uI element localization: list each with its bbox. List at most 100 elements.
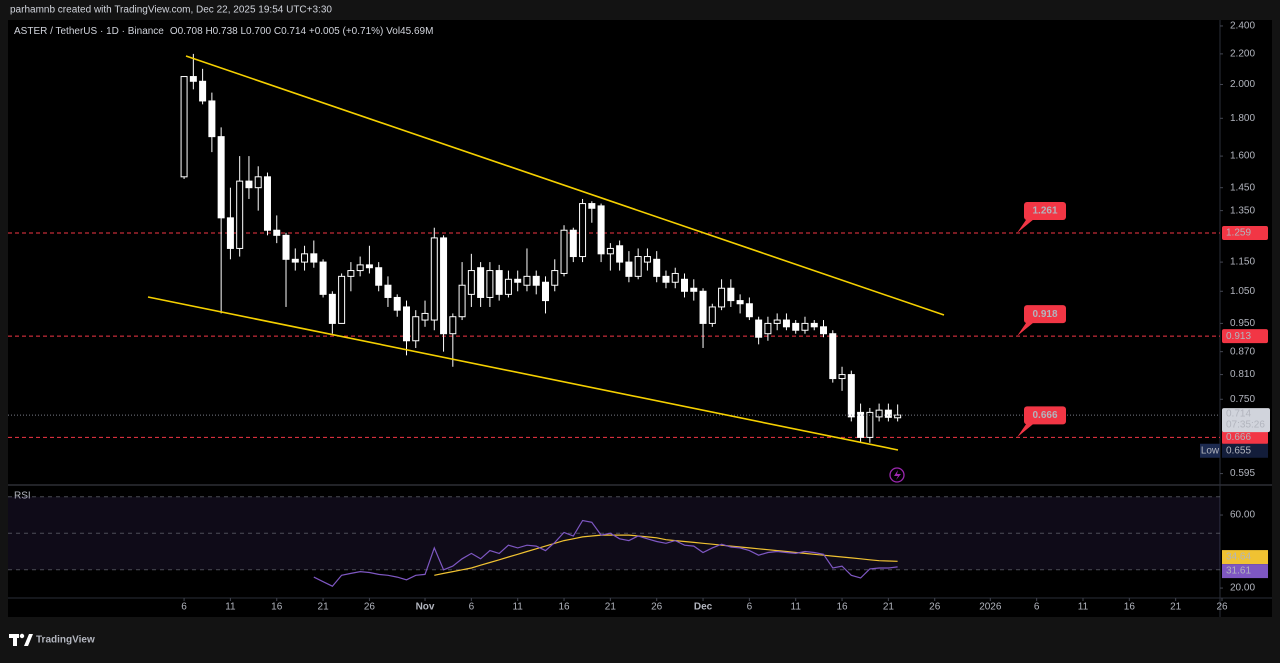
candle-body xyxy=(560,229,568,274)
low-badge xyxy=(1222,443,1268,458)
y-tick-label: 1.600 xyxy=(1230,151,1255,162)
candle-body xyxy=(820,326,828,335)
price-level-badge xyxy=(1222,329,1268,344)
candle-body xyxy=(301,253,309,263)
candle-body xyxy=(569,229,577,258)
x-tick-label: Dec xyxy=(694,602,713,613)
logo-slash xyxy=(24,634,33,646)
note-box xyxy=(1024,305,1066,324)
brand-name: TradingView xyxy=(36,635,95,646)
note-box xyxy=(1024,406,1066,425)
x-tick-label: 21 xyxy=(1170,602,1182,613)
candle-body xyxy=(597,205,605,255)
candle-body xyxy=(430,237,438,321)
candle-body xyxy=(699,290,707,324)
rsi-line xyxy=(434,534,898,576)
rsi-y-tick-label: 20.00 xyxy=(1230,583,1255,594)
wedge-lower-line xyxy=(147,296,899,451)
candle-body xyxy=(449,316,457,335)
candle-body xyxy=(866,411,874,438)
note-label: 1.261 xyxy=(1032,206,1057,217)
y-tick-label: 2.400 xyxy=(1230,21,1255,32)
candle-body xyxy=(894,414,902,419)
candle-body xyxy=(477,267,485,298)
x-tick-label: 11 xyxy=(512,602,523,613)
alert-icon[interactable] xyxy=(889,467,905,483)
x-tick-label: 26 xyxy=(1216,602,1228,613)
candle-body xyxy=(829,333,837,380)
candle-body xyxy=(208,100,216,138)
candle-body xyxy=(458,284,466,318)
candle-body xyxy=(745,303,753,318)
x-tick-label: 21 xyxy=(883,602,895,613)
note-pointer xyxy=(1017,421,1034,438)
x-tick-label: 6 xyxy=(469,602,475,613)
candle-body xyxy=(384,284,392,298)
candle-body xyxy=(217,136,225,219)
x-tick-label: 16 xyxy=(836,602,848,613)
note-pointer xyxy=(1017,320,1034,337)
y-tick-label: 1.150 xyxy=(1230,257,1255,268)
last-price-badge xyxy=(1222,408,1270,433)
candle-body xyxy=(588,203,596,209)
candle-body xyxy=(180,76,188,178)
y-tick-label: 1.050 xyxy=(1230,286,1255,297)
wedge-upper-line xyxy=(185,55,945,316)
y-tick-label: 2.200 xyxy=(1230,49,1255,60)
rsi-line xyxy=(313,519,898,587)
candle-body xyxy=(773,319,781,324)
x-tick-label: 2026 xyxy=(979,602,1002,613)
candle-body xyxy=(282,234,290,260)
candle-body xyxy=(541,281,549,302)
rsi-value-label: 31.61 xyxy=(1226,566,1251,577)
candle-body xyxy=(579,203,587,258)
candle-body xyxy=(801,322,809,331)
note-pointer xyxy=(1017,217,1034,234)
logo-stem xyxy=(13,634,17,646)
y-tick-label: 1.800 xyxy=(1230,113,1255,124)
candle-body xyxy=(606,247,614,255)
x-tick-label: 11 xyxy=(1078,602,1089,613)
candle-body xyxy=(254,176,262,189)
rsi-value-badge xyxy=(1222,550,1268,565)
candle-body xyxy=(755,319,763,338)
x-tick-label: 6 xyxy=(747,602,753,613)
price-level-label: 0.913 xyxy=(1226,331,1251,342)
candle-body xyxy=(199,80,207,102)
candle-body xyxy=(310,253,318,263)
y-tick-label: 0.595 xyxy=(1230,468,1255,479)
legend: ASTER / TetherUS · 1D · Binance O0.708 H0… xyxy=(14,26,433,37)
x-tick-label: 26 xyxy=(364,602,376,613)
candle-body xyxy=(810,322,818,328)
candle-body xyxy=(847,374,855,418)
overlay: 6 11 16 21 26 Nov 6 11 16 21 26 Dec 6 11 16 21 26 2026 6 11… xyxy=(181,21,1270,613)
candle-body xyxy=(514,278,522,283)
candle-body xyxy=(838,374,846,380)
candle-body xyxy=(328,293,336,324)
candle-body xyxy=(782,319,790,328)
x-tick-label: 16 xyxy=(558,602,570,613)
candle-body xyxy=(764,322,772,335)
x-tick-label: 11 xyxy=(791,602,802,613)
x-tick-label: 6 xyxy=(1034,602,1040,613)
x-tick-label: 16 xyxy=(1124,602,1136,613)
y-tick-label: 2.000 xyxy=(1230,79,1255,90)
candle-body xyxy=(486,270,494,298)
logo-dot xyxy=(19,633,25,639)
candle-body xyxy=(393,296,401,311)
y-tick-label: 1.350 xyxy=(1230,205,1255,216)
note-box xyxy=(1024,202,1066,221)
candle-body xyxy=(467,270,475,295)
candle-body xyxy=(681,278,689,292)
alert-bolt xyxy=(894,470,901,480)
rsi-y-tick-label: 60.00 xyxy=(1230,510,1255,521)
brand-logo: TradingView xyxy=(9,633,95,646)
y-tick-label: 0.810 xyxy=(1230,369,1255,380)
candle-body xyxy=(625,261,633,277)
candle-body xyxy=(727,287,735,302)
rsi-value-label: 34.64 xyxy=(1226,552,1251,563)
candle-body xyxy=(718,287,726,308)
candle-body xyxy=(226,217,234,249)
